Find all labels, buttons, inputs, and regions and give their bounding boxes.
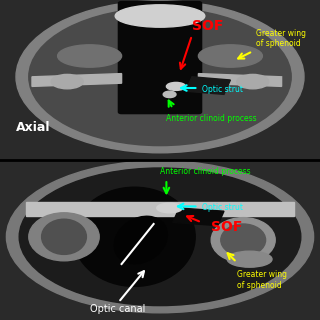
Text: Anterior clinoid process: Anterior clinoid process	[160, 167, 251, 176]
Ellipse shape	[51, 74, 83, 89]
Ellipse shape	[237, 74, 269, 89]
Ellipse shape	[166, 82, 186, 90]
Polygon shape	[198, 74, 282, 86]
Ellipse shape	[211, 218, 275, 262]
Polygon shape	[32, 74, 122, 86]
Ellipse shape	[58, 45, 122, 67]
Ellipse shape	[6, 161, 314, 313]
Text: SOF: SOF	[211, 220, 243, 234]
Text: Axial: Axial	[16, 121, 51, 134]
Ellipse shape	[29, 213, 99, 261]
Polygon shape	[173, 208, 224, 226]
Ellipse shape	[74, 187, 195, 286]
Text: Optic canal: Optic canal	[90, 304, 145, 314]
Ellipse shape	[114, 216, 167, 264]
Ellipse shape	[42, 219, 86, 254]
Ellipse shape	[29, 8, 291, 146]
Ellipse shape	[19, 168, 301, 306]
Ellipse shape	[115, 5, 205, 27]
Ellipse shape	[227, 251, 272, 267]
Ellipse shape	[221, 224, 266, 256]
Ellipse shape	[163, 91, 176, 98]
Text: Anterior clinoid process: Anterior clinoid process	[166, 114, 257, 123]
Text: Greater wing
of sphenoid: Greater wing of sphenoid	[237, 270, 287, 290]
Ellipse shape	[198, 45, 262, 67]
Text: Optic strut: Optic strut	[202, 204, 243, 212]
Text: SOF: SOF	[192, 19, 223, 33]
Polygon shape	[26, 202, 294, 216]
Ellipse shape	[157, 203, 182, 213]
Ellipse shape	[16, 1, 304, 153]
Text: Greater wing
of sphenoid: Greater wing of sphenoid	[256, 29, 306, 48]
Text: Optic strut: Optic strut	[202, 85, 243, 94]
FancyBboxPatch shape	[118, 2, 202, 114]
Polygon shape	[186, 77, 230, 94]
